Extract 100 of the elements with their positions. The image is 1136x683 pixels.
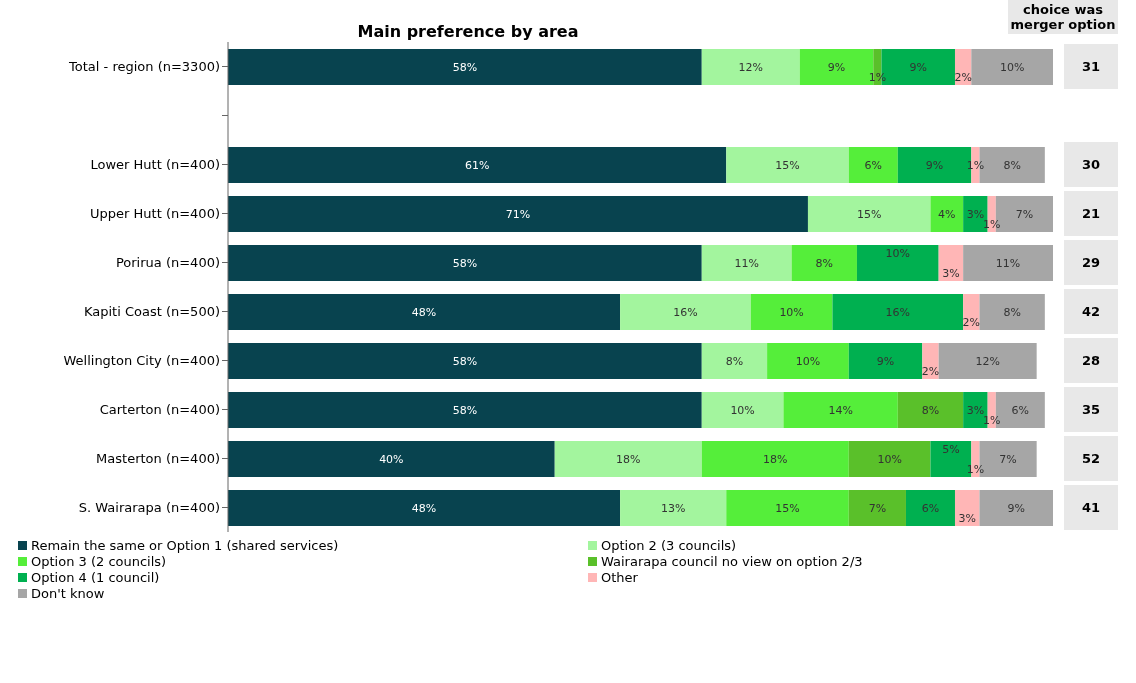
data-label: 15% [856, 207, 882, 221]
y-tick-label: Wellington City (n=400) [63, 353, 220, 369]
y-tick-label: Porirua (n=400) [115, 255, 220, 271]
data-label: 18% [616, 452, 641, 466]
data-label: 61% [464, 158, 490, 172]
data-label: 5% [942, 442, 960, 456]
y-tick-label: Kapiti Coast (n=500) [83, 304, 220, 320]
data-label: 8% [1003, 158, 1021, 172]
bar [228, 490, 621, 526]
bar [701, 343, 768, 379]
data-label: 48% [411, 501, 437, 515]
y-tick-label: Lower Hutt (n=400) [90, 157, 220, 173]
data-label: 12% [975, 354, 1000, 368]
y-tick-label: Carterton (n=400) [99, 402, 220, 418]
data-label: 11% [995, 256, 1021, 270]
data-label: 18% [763, 452, 788, 466]
bar [701, 392, 784, 428]
bar [554, 441, 702, 477]
data-label: 9% [1007, 501, 1025, 515]
text: 28 [1064, 338, 1118, 383]
bar [228, 49, 702, 85]
data-label: 8% [1003, 305, 1021, 319]
y-tick-label: Upper Hutt (n=400) [90, 206, 220, 222]
data-label: 71% [505, 207, 531, 221]
bar [783, 392, 898, 428]
data-label: 10% [779, 305, 804, 319]
data-label: 9% [925, 158, 944, 172]
bar [228, 147, 727, 183]
data-label: 7% [1015, 207, 1034, 221]
data-label: 10% [999, 60, 1025, 74]
data-label: 6% [1011, 403, 1030, 417]
text: choice was merger option [1008, 0, 1118, 34]
data-label: 9% [909, 60, 927, 74]
data-label: 40% [379, 452, 404, 466]
bar [726, 490, 849, 526]
data-label: 3% [966, 207, 985, 221]
bar [620, 490, 727, 526]
legend-label: Option 2 (3 councils) [601, 538, 737, 553]
y-tick-label: Masterton (n=400) [96, 451, 220, 467]
bar [979, 490, 1053, 526]
bar [701, 441, 849, 477]
legend-label: Option 4 (1 council) [31, 570, 160, 585]
bar [228, 343, 702, 379]
legend-label: Other [601, 570, 638, 585]
data-label: 6% [864, 158, 883, 172]
data-label: 14% [828, 403, 853, 417]
bar [930, 196, 964, 232]
data-label: 4% [938, 207, 956, 221]
bar [228, 294, 621, 330]
chart-title: Main preference by area [356, 22, 580, 41]
data-label: 3% [942, 266, 960, 280]
text: 21 [1064, 191, 1118, 236]
data-label: 15% [775, 501, 800, 515]
bar [791, 245, 857, 281]
bar [971, 49, 1053, 85]
data-label: 11% [734, 256, 759, 270]
bar [726, 147, 849, 183]
bar [848, 490, 906, 526]
legend-label: Remain the same or Option 1 (shared services) [31, 538, 339, 553]
data-label: 9% [827, 60, 846, 74]
data-label: 12% [738, 60, 763, 74]
bar [750, 294, 833, 330]
data-label: 13% [660, 501, 686, 515]
text: 29 [1064, 240, 1118, 285]
data-label: 58% [452, 403, 478, 417]
data-label: 2% [954, 70, 972, 84]
bar [228, 245, 702, 281]
y-tick-label: S. Wairarapa (n=400) [78, 500, 220, 516]
legend-label: Don't know [31, 586, 105, 601]
legend-label: Wairarapa council no view on option 2/3 [601, 554, 863, 569]
text: 30 [1064, 142, 1118, 187]
data-label: 8% [921, 403, 940, 417]
bar [701, 245, 792, 281]
data-label: 6% [921, 501, 940, 515]
data-label: 7% [999, 452, 1017, 466]
text: 41 [1064, 485, 1118, 530]
bar [832, 294, 964, 330]
data-label: 58% [452, 256, 478, 270]
text: 52 [1064, 436, 1118, 481]
data-label: 58% [452, 60, 478, 74]
data-label: 3% [966, 403, 985, 417]
bar [905, 490, 955, 526]
data-label: 15% [775, 158, 800, 172]
data-label: 7% [868, 501, 887, 515]
data-label: 10% [877, 452, 902, 466]
bar [701, 49, 800, 85]
bar [228, 441, 555, 477]
legend-label: Option 3 (2 councils) [31, 554, 167, 569]
bar [856, 245, 939, 281]
text: 31 [1064, 44, 1118, 89]
data-label: 2% [921, 364, 940, 378]
data-label: 48% [411, 305, 437, 319]
bar [228, 196, 808, 232]
data-label: 3% [958, 511, 976, 525]
data-label: 9% [876, 354, 895, 368]
text: 35 [1064, 387, 1118, 432]
y-tick-label: Total - region (n=3300) [68, 59, 220, 75]
data-label: 10% [795, 354, 821, 368]
bar [979, 294, 1045, 330]
bar [897, 392, 964, 428]
